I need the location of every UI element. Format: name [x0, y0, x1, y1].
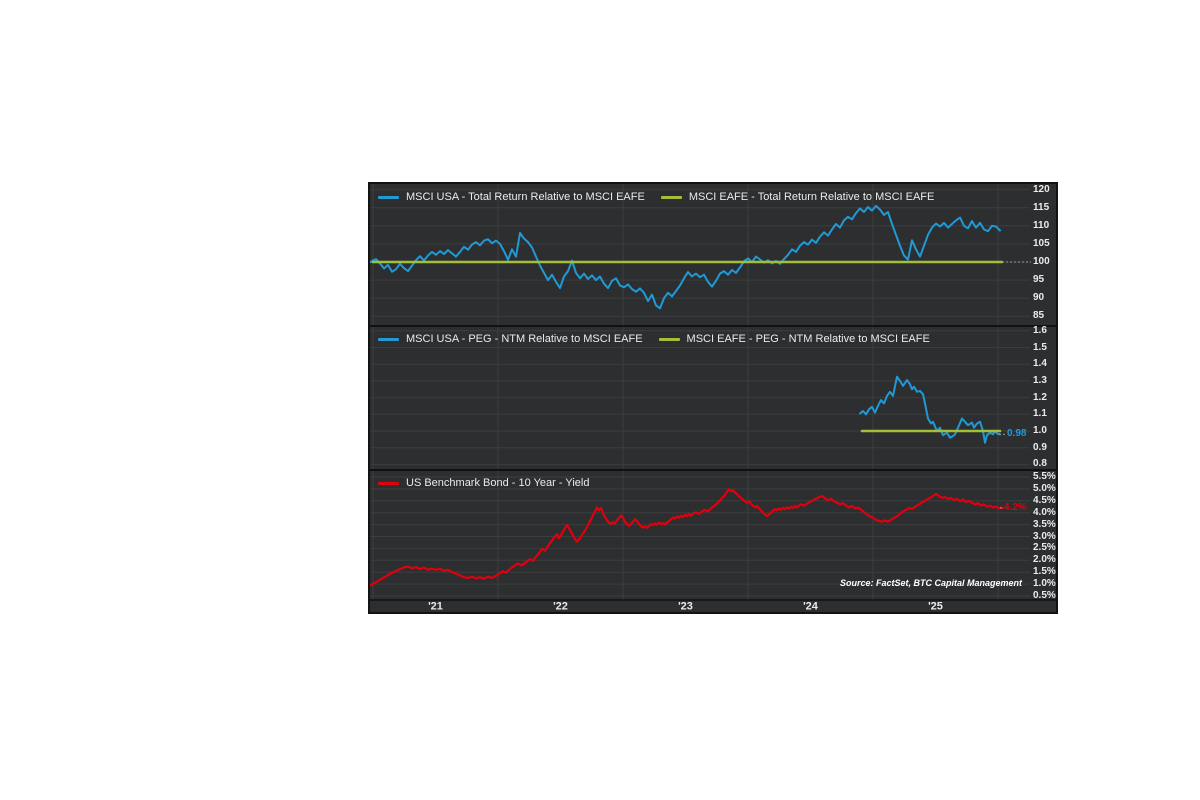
legend-label: MSCI USA - Total Return Relative to MSCI…	[406, 191, 645, 203]
legend-line-swatch-blue	[378, 338, 399, 341]
legend-line-swatch-blue	[378, 196, 399, 199]
legend-entry: MSCI USA - Total Return Relative to MSCI…	[378, 191, 645, 204]
legend-entry: US Benchmark Bond - 10 Year - Yield	[378, 477, 589, 490]
legend-entry: MSCI USA - PEG - NTM Relative to MSCI EA…	[378, 333, 643, 346]
yield-last-value-label: 4.2%	[1004, 501, 1027, 513]
legend-us-10yr-yield: US Benchmark Bond - 10 Year - Yield	[378, 477, 589, 490]
legend-relative-total-return: MSCI USA - Total Return Relative to MSCI…	[378, 191, 934, 204]
chart-plot-svg	[368, 182, 1058, 614]
multi-panel-financial-chart: Source: FactSet, BTC Capital Management …	[368, 182, 1058, 614]
legend-relative-peg-ntm: MSCI USA - PEG - NTM Relative to MSCI EA…	[378, 333, 930, 346]
legend-label: MSCI EAFE - Total Return Relative to MSC…	[688, 191, 935, 203]
legend-label: US Benchmark Bond - 10 Year - Yield	[406, 477, 590, 489]
source-note: Source: FactSet, BTC Capital Management	[839, 578, 1022, 588]
legend-entry: MSCI EAFE - PEG - NTM Relative to MSCI E…	[658, 333, 930, 346]
legend-line-swatch-red	[378, 482, 399, 485]
legend-entry: MSCI EAFE - Total Return Relative to MSC…	[660, 191, 935, 204]
legend-line-swatch-green	[658, 338, 680, 341]
series-line-blue-relative-peg-ntm	[859, 375, 1001, 444]
peg-last-value-label: 0.98	[1007, 428, 1027, 440]
legend-label: MSCI USA - PEG - NTM Relative to MSCI EA…	[406, 333, 643, 345]
series-line-red-us-10yr-yield	[368, 488, 1005, 588]
series-line-blue-relative-total-return	[368, 204, 1001, 310]
legend-line-swatch-green	[660, 196, 682, 199]
legend-label: MSCI EAFE - PEG - NTM Relative to MSCI E…	[686, 333, 930, 345]
chart-border	[368, 182, 1058, 614]
